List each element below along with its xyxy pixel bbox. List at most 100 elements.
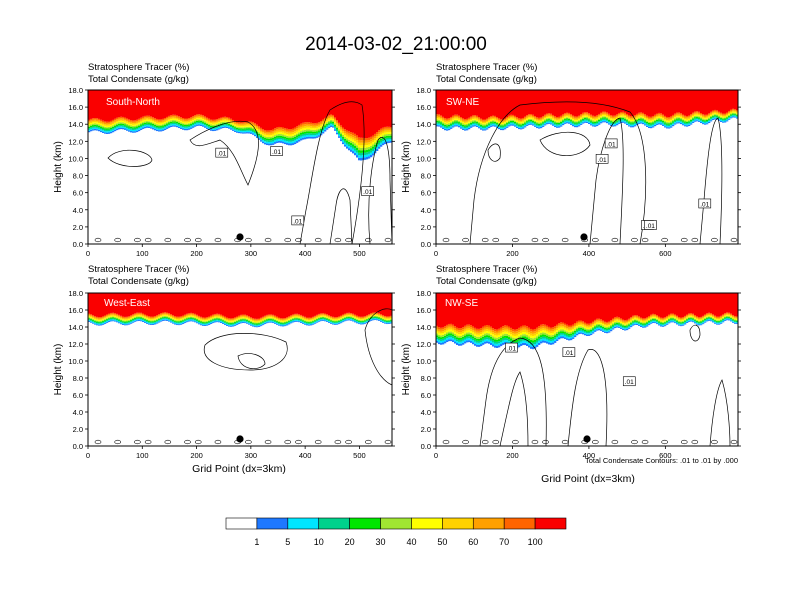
tracer-cell: [142, 116, 145, 119]
tracer-cell: [378, 315, 381, 317]
tracer-cell: [472, 293, 475, 327]
tracer-cell: [136, 318, 139, 320]
tracer-cell: [654, 122, 657, 124]
tracer-cell: [168, 115, 171, 118]
tracer-cell: [152, 322, 155, 324]
tracer-cell: [602, 116, 605, 118]
tracer-cell: [452, 334, 455, 337]
tracer-cell: [90, 319, 93, 321]
tracer-cell: [614, 122, 617, 124]
tracer-cell: [180, 293, 183, 317]
tracer-cell: [382, 317, 385, 319]
tracer-cell: [152, 293, 155, 317]
tracer-cell: [274, 315, 277, 317]
tracer-cell: [564, 119, 567, 121]
tracer-cell: [494, 115, 497, 118]
tracer-cell: [136, 313, 139, 315]
tracer-cell: [692, 119, 695, 121]
tracer-cell: [138, 118, 141, 121]
tracer-cell: [198, 319, 201, 321]
tracer-cell: [646, 116, 649, 119]
tracer-cell: [110, 293, 113, 313]
tracer-cell: [376, 313, 379, 315]
tracer-cell: [504, 90, 507, 119]
tracer-cell: [190, 315, 193, 317]
tracer-cell: [120, 118, 123, 120]
tracer-cell: [110, 317, 113, 319]
tracer-cell: [376, 134, 379, 137]
tracer-cell: [672, 117, 675, 119]
tracer-cell: [360, 90, 363, 138]
tracer-cell: [542, 120, 545, 123]
tracer-cell: [138, 122, 141, 125]
tracer-cell: [124, 321, 127, 323]
tracer-cell: [542, 122, 545, 124]
tracer-cell: [170, 124, 173, 126]
tracer-cell: [156, 120, 159, 122]
tracer-cell: [582, 121, 585, 123]
tracer-cell: [380, 132, 383, 135]
tracer-cell: [480, 121, 483, 123]
tracer-cell: [466, 122, 469, 124]
tracer-cell: [210, 129, 213, 131]
tracer-cell: [240, 130, 243, 133]
tracer-cell: [608, 113, 611, 115]
tracer-cell: [206, 90, 209, 118]
tracer-cell: [438, 338, 441, 341]
tracer-cell: [468, 121, 471, 123]
tracer-cell: [322, 122, 325, 125]
tracer-cell: [282, 141, 285, 144]
tracer-cell: [326, 123, 329, 126]
tracer-cell: [150, 321, 153, 323]
tracer-cell: [368, 314, 371, 316]
tracer-cell: [102, 122, 105, 124]
tracer-cell: [94, 317, 97, 319]
tracer-cell: [274, 293, 277, 316]
tracer-cell: [270, 315, 273, 317]
tracer-cell: [588, 113, 591, 115]
tracer-cell: [172, 317, 175, 319]
tracer-cell: [332, 319, 335, 321]
tracer-cell: [242, 293, 245, 315]
tracer-cell: [264, 317, 267, 319]
tracer-cell: [132, 293, 135, 315]
tracer-cell: [482, 125, 485, 127]
tracer-cell: [240, 318, 243, 320]
tracer-cell: [642, 121, 645, 123]
tracer-cell: [370, 315, 373, 317]
tracer-cell: [620, 116, 623, 119]
tracer-cell: [530, 115, 533, 117]
tracer-cell: [494, 121, 497, 124]
tracer-cell: [724, 121, 727, 123]
tracer-cell: [166, 126, 169, 128]
tracer-cell: [382, 321, 385, 322]
tracer-cell: [644, 119, 647, 121]
tracer-cell: [532, 118, 535, 120]
tracer-cell: [274, 317, 277, 319]
tracer-cell: [200, 322, 203, 324]
tracer-cell: [634, 90, 637, 116]
tracer-cell: [328, 317, 331, 319]
tracer-cell: [154, 319, 157, 321]
tracer-cell: [616, 122, 619, 125]
tracer-cell: [266, 315, 269, 317]
tracer-cell: [286, 90, 289, 129]
tracer-cell: [314, 131, 317, 134]
tracer-cell: [606, 112, 609, 114]
tracer-cell: [610, 123, 613, 125]
tracer-cell: [288, 130, 291, 133]
tracer-cell: [682, 118, 685, 120]
tracer-cell: [252, 129, 255, 131]
tracer-cell: [646, 121, 649, 124]
tracer-cell: [700, 112, 703, 115]
tracer-cell: [106, 293, 109, 315]
tracer-cell: [206, 321, 209, 323]
tracer-cell: [346, 144, 349, 147]
tracer-cell: [194, 314, 197, 316]
tracer-cell: [572, 120, 575, 122]
tracer-cell: [324, 129, 327, 132]
tracer-cell: [182, 121, 185, 124]
tracer-cell: [352, 132, 355, 136]
tracer-cell: [128, 322, 131, 324]
tracer-cell: [330, 117, 333, 119]
